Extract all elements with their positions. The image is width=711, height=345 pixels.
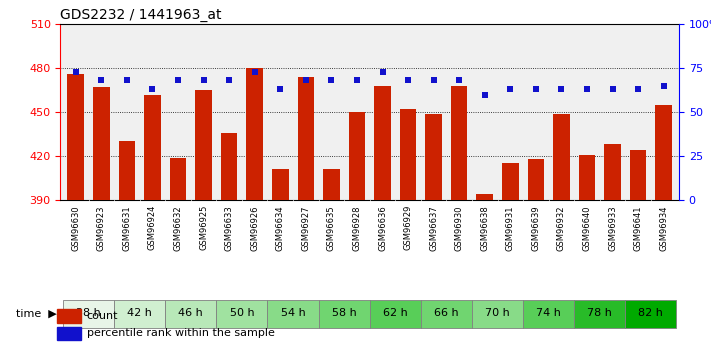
FancyBboxPatch shape [626,300,676,328]
FancyBboxPatch shape [114,300,165,328]
Bar [656,105,672,200]
Text: GDS2232 / 1441963_at: GDS2232 / 1441963_at [60,8,222,22]
Bar [93,87,109,200]
FancyBboxPatch shape [267,300,319,328]
Text: GSM96929: GSM96929 [404,205,412,250]
Text: 38 h: 38 h [76,308,101,318]
Text: GSM96633: GSM96633 [225,205,234,251]
FancyBboxPatch shape [421,300,472,328]
Text: GSM96632: GSM96632 [173,205,183,250]
Bar [476,194,493,200]
Bar [579,155,595,200]
Text: GSM96933: GSM96933 [608,205,617,250]
Text: GSM96926: GSM96926 [250,205,260,250]
Text: GSM96636: GSM96636 [378,205,387,251]
Text: GSM96930: GSM96930 [454,205,464,250]
Bar [58,327,81,340]
Bar [119,141,135,200]
Text: 46 h: 46 h [178,308,203,318]
Text: 70 h: 70 h [485,308,510,318]
Text: 42 h: 42 h [127,308,152,318]
Text: GSM96637: GSM96637 [429,205,438,251]
Text: 62 h: 62 h [383,308,407,318]
Bar [528,159,544,200]
Bar [170,158,186,200]
Text: 54 h: 54 h [281,308,306,318]
Text: GSM96932: GSM96932 [557,205,566,250]
FancyBboxPatch shape [370,300,421,328]
Bar [272,169,289,200]
Text: 58 h: 58 h [332,308,356,318]
Bar [58,309,81,323]
Text: GSM96641: GSM96641 [634,205,643,250]
Bar [400,109,417,200]
FancyBboxPatch shape [574,300,626,328]
FancyBboxPatch shape [165,300,216,328]
Bar [221,133,237,200]
Bar [144,95,161,200]
Bar [196,90,212,200]
Bar [348,112,365,200]
Text: GSM96928: GSM96928 [353,205,361,250]
Text: 66 h: 66 h [434,308,459,318]
Text: 74 h: 74 h [536,308,561,318]
Text: GSM96934: GSM96934 [659,205,668,250]
Bar [553,114,570,200]
Bar [68,74,84,200]
Text: time  ▶: time ▶ [16,309,57,319]
Bar [425,114,442,200]
Text: GSM96638: GSM96638 [480,205,489,251]
Bar [247,68,263,200]
Text: percentile rank within the sample: percentile rank within the sample [87,328,274,338]
Bar [297,77,314,200]
Text: GSM96640: GSM96640 [582,205,592,250]
Text: GSM96631: GSM96631 [122,205,132,250]
Text: GSM96634: GSM96634 [276,205,285,250]
Text: GSM96927: GSM96927 [301,205,310,250]
Text: GSM96630: GSM96630 [71,205,80,250]
Text: count: count [87,311,118,321]
Text: 78 h: 78 h [587,308,612,318]
Text: GSM96635: GSM96635 [327,205,336,250]
Bar [323,169,340,200]
Bar [374,86,391,200]
Text: GSM96925: GSM96925 [199,205,208,250]
FancyBboxPatch shape [319,300,370,328]
Text: 50 h: 50 h [230,308,255,318]
Text: 82 h: 82 h [638,308,663,318]
Text: GSM96923: GSM96923 [97,205,106,250]
FancyBboxPatch shape [472,300,523,328]
FancyBboxPatch shape [523,300,574,328]
Bar [630,150,646,200]
Bar [502,164,518,200]
Text: GSM96639: GSM96639 [531,205,540,250]
Text: GSM96924: GSM96924 [148,205,157,250]
FancyBboxPatch shape [63,300,114,328]
Bar [604,145,621,200]
Bar [451,86,468,200]
FancyBboxPatch shape [216,300,267,328]
Text: GSM96931: GSM96931 [506,205,515,250]
